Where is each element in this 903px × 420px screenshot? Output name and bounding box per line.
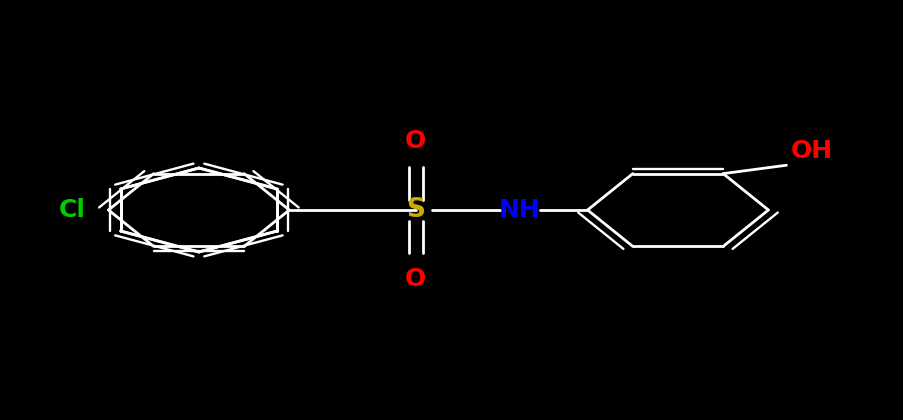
Text: S: S xyxy=(405,197,425,223)
Text: OH: OH xyxy=(790,139,833,163)
Text: O: O xyxy=(405,129,426,153)
Text: Cl: Cl xyxy=(59,198,86,222)
Text: NH: NH xyxy=(498,198,540,222)
Text: O: O xyxy=(405,267,426,291)
